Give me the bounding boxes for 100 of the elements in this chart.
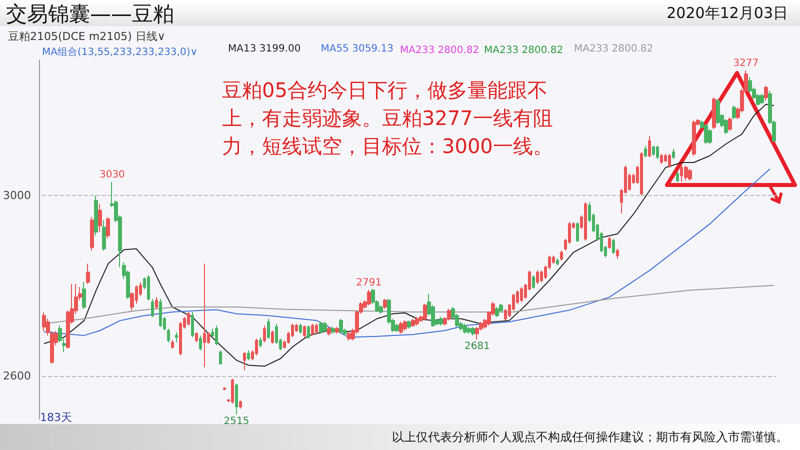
candlestick — [668, 153, 671, 168]
text: MA13 3199.00 — [228, 44, 301, 54]
candlestick — [556, 258, 559, 266]
candlestick — [335, 326, 339, 334]
line-series — [44, 168, 770, 338]
candlestick — [271, 330, 274, 344]
chart-subtitle: 豆粕2105(DCE m2105) 日线∨ — [8, 29, 166, 44]
candlestick — [732, 105, 736, 120]
candlestick — [106, 216, 110, 239]
candlestick — [327, 326, 331, 336]
candlestick — [560, 250, 563, 261]
candlestick — [656, 145, 659, 160]
candlestick — [536, 270, 539, 284]
candlestick — [704, 124, 708, 144]
candlestick — [247, 350, 250, 361]
candlestick — [467, 326, 471, 334]
candlestick — [191, 311, 194, 338]
candlestick — [239, 400, 242, 410]
candlestick — [223, 386, 226, 391]
candlestick — [243, 352, 246, 371]
candlestick — [303, 325, 306, 338]
candlestick — [447, 308, 451, 322]
candlestick — [215, 325, 218, 346]
annotation: 豆粕05合约今日下行，做多量能跟不上，有走弱迹象。豆粕3277一线有阻力，短线试空，目标位：3000一线。 — [222, 77, 554, 160]
candlestick — [692, 120, 696, 156]
text: MA233 2800.82 — [484, 45, 564, 56]
candlestick — [640, 152, 643, 196]
candlestick — [764, 85, 768, 102]
text: MA233 2800.82 — [400, 45, 480, 56]
candlestick — [475, 326, 479, 340]
annotation: 2515 — [224, 416, 250, 427]
candlestick — [728, 116, 732, 132]
candlestick — [403, 320, 407, 331]
candlestick — [439, 316, 443, 326]
candlestick — [299, 323, 302, 334]
candlestick — [179, 321, 182, 356]
candlestick — [175, 332, 178, 343]
candlestick — [383, 298, 387, 310]
candlestick — [323, 321, 327, 332]
candlestick — [235, 383, 238, 415]
candlestick — [504, 308, 507, 322]
annotation: 183天 — [40, 410, 72, 425]
text: 2020年12月03日 — [666, 4, 788, 23]
candlestick — [660, 153, 663, 164]
candlestick — [147, 274, 150, 301]
candlestick — [319, 321, 323, 334]
annotation: 3277 — [733, 58, 759, 69]
candlestick — [151, 298, 154, 318]
y-tick-label: 2600 — [2, 370, 31, 383]
candlestick — [90, 216, 94, 252]
candlestick — [576, 222, 579, 242]
candlestick — [760, 93, 764, 105]
candlestick — [347, 331, 351, 341]
candlestick — [672, 148, 675, 160]
candlestick — [532, 274, 535, 289]
candlestick — [415, 316, 419, 326]
candlestick — [155, 296, 158, 310]
candlestick — [98, 204, 102, 233]
candlestick — [259, 336, 262, 348]
candlestick — [263, 325, 266, 343]
text: MA组合(13,55,233,233,233,0)∨ — [42, 46, 198, 59]
candlestick — [648, 135, 651, 158]
candlestick — [315, 323, 318, 334]
candlestick — [171, 340, 174, 350]
y-tick-label: 3000 — [2, 188, 31, 202]
candlestick — [684, 165, 688, 182]
candlestick — [407, 320, 411, 330]
candlestick — [82, 282, 86, 310]
candlestick — [187, 311, 190, 326]
candlestick — [463, 323, 467, 334]
candlestick — [584, 202, 587, 242]
candlestick — [199, 334, 202, 351]
candlestick — [311, 323, 314, 336]
candlestick — [159, 298, 162, 328]
candlestick — [471, 326, 475, 336]
candlestick — [644, 145, 647, 158]
candlestick — [716, 98, 720, 125]
candlestick — [395, 323, 399, 332]
candlestick — [616, 248, 619, 260]
candlestick — [495, 306, 499, 318]
candlestick — [195, 332, 198, 343]
annotation: 2791 — [356, 277, 382, 288]
candlestick — [540, 270, 543, 283]
candlestick — [520, 286, 523, 303]
candlestick — [267, 318, 270, 340]
candlestick — [42, 312, 46, 332]
candlestick — [231, 378, 234, 404]
candlestick — [367, 289, 371, 306]
text: MA233 2800.82 — [574, 44, 654, 54]
candlestick — [86, 263, 90, 284]
candlestick — [331, 326, 335, 334]
text: MA55 3059.13 — [320, 44, 394, 54]
candlestick — [94, 194, 98, 236]
annotation: 2681 — [464, 341, 490, 352]
candlestick — [167, 328, 170, 343]
candlestick — [339, 318, 343, 334]
candlestick — [411, 318, 415, 328]
chart-title: 交易锦囊——豆粕 — [6, 1, 174, 28]
candlestick — [203, 263, 206, 368]
candlestick — [219, 350, 222, 364]
